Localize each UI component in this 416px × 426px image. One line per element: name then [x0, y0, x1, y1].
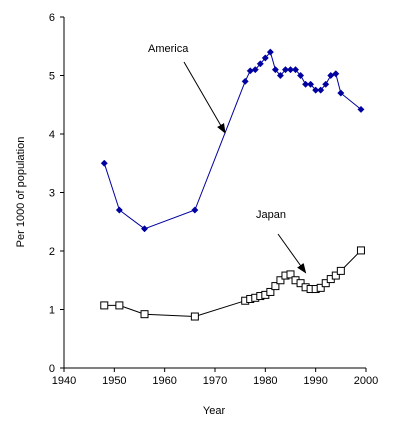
data-point-japan [276, 276, 285, 285]
data-point-america [337, 89, 345, 97]
x-tick-label: 1970 [203, 375, 227, 387]
data-point-japan [286, 270, 295, 279]
y-tick-label: 6 [49, 12, 55, 24]
data-point-america [322, 80, 330, 88]
annotation-label-america: America [148, 43, 189, 55]
data-point-america [140, 225, 149, 233]
data-point-america [261, 54, 269, 62]
data-point-america [271, 66, 279, 74]
data-point-japan [321, 279, 330, 288]
y-tick-label: 1 [49, 305, 55, 317]
y-axis-title: Per 1000 of population [15, 137, 27, 248]
series-layer [100, 48, 365, 321]
data-point-japan [356, 246, 365, 255]
data-point-america [281, 66, 290, 74]
series-line-america [103, 51, 362, 230]
data-point-america [332, 70, 340, 78]
data-point-america [115, 206, 123, 214]
data-point-america [256, 60, 264, 68]
data-point-america [286, 66, 295, 74]
data-point-america [266, 48, 274, 56]
y-tick-label: 5 [49, 71, 55, 83]
data-point-japan [316, 283, 325, 292]
x-tick-label: 1950 [102, 375, 126, 387]
data-point-japan [296, 279, 305, 288]
x-tick-label: 1940 [52, 375, 76, 387]
data-point-america [251, 66, 259, 74]
data-point-america [100, 159, 108, 167]
series-japan [100, 246, 365, 321]
series-america [100, 48, 365, 233]
data-point-america [241, 77, 249, 85]
data-point-japan [190, 312, 199, 321]
data-point-america [307, 80, 315, 88]
y-tick-label: 4 [49, 129, 55, 141]
annotation-arrow-america [183, 61, 226, 134]
data-point-america [191, 206, 199, 214]
y-tick-label: 0 [49, 363, 55, 375]
annotation-label-japan: Japan [256, 209, 286, 221]
data-point-america [291, 66, 300, 74]
x-tick-label: 1990 [303, 375, 327, 387]
data-point-america [327, 71, 335, 80]
data-point-japan [271, 282, 280, 291]
data-point-america [276, 71, 284, 80]
axes: 0 1 2 3 4 5 6 1940 1950 1960 1970 1980 1990 2000 [49, 12, 378, 387]
x-tick-label: 1960 [152, 375, 176, 387]
data-point-japan [331, 271, 340, 280]
x-tick-label: 2000 [354, 375, 378, 387]
data-point-america [297, 71, 305, 80]
y-tick-label: 2 [49, 246, 55, 258]
data-point-japan [336, 266, 345, 275]
data-point-japan [266, 287, 275, 296]
data-point-america [357, 105, 365, 113]
data-point-america [312, 86, 320, 94]
data-point-america [302, 80, 310, 88]
annotation-layer: America Japan [148, 43, 307, 274]
data-point-japan [100, 301, 109, 310]
x-axis-title: Year [203, 405, 226, 417]
data-point-japan [140, 310, 149, 319]
y-tick-label: 3 [49, 188, 55, 200]
data-point-america [246, 67, 254, 75]
x-tick-label: 1980 [253, 375, 277, 387]
data-point-japan [115, 301, 124, 310]
annotation-arrow-japan [277, 233, 307, 274]
data-point-america [317, 86, 325, 94]
